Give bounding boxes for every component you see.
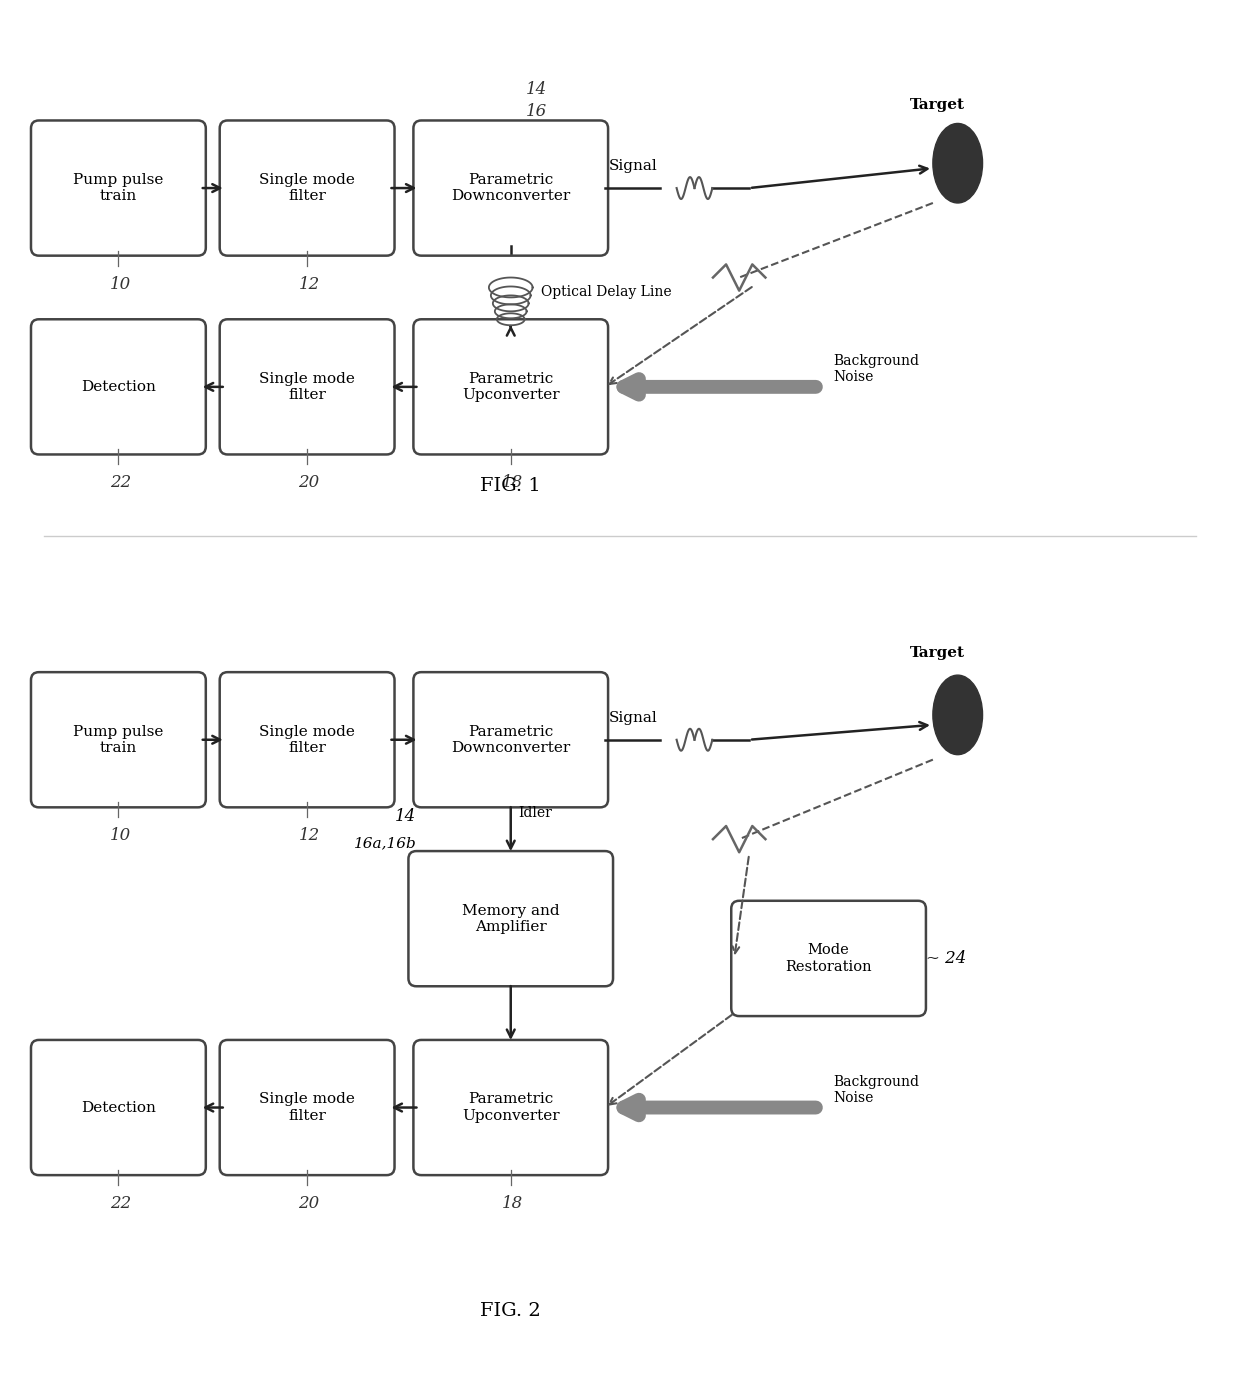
Text: 20: 20 — [299, 474, 320, 491]
Text: Parametric
Upconverter: Parametric Upconverter — [463, 1092, 559, 1123]
Ellipse shape — [932, 123, 982, 202]
Text: 12: 12 — [299, 276, 320, 293]
Text: FIG. 2: FIG. 2 — [480, 1303, 541, 1320]
Text: Idler: Idler — [518, 806, 553, 820]
Text: 18: 18 — [502, 474, 523, 491]
Text: Mode
Restoration: Mode Restoration — [785, 943, 872, 974]
Text: 12: 12 — [299, 827, 320, 844]
Text: 14: 14 — [526, 81, 547, 98]
FancyBboxPatch shape — [219, 120, 394, 255]
Text: ~ 24: ~ 24 — [926, 950, 966, 967]
FancyBboxPatch shape — [413, 319, 608, 455]
Text: Optical Delay Line: Optical Delay Line — [541, 286, 671, 300]
Text: 22: 22 — [110, 1196, 131, 1212]
Text: Background
Noise: Background Noise — [833, 1074, 920, 1105]
FancyBboxPatch shape — [413, 1039, 608, 1175]
Text: Single mode
filter: Single mode filter — [259, 173, 355, 204]
Text: Detection: Detection — [81, 379, 156, 393]
Text: Parametric
Downconverter: Parametric Downconverter — [451, 724, 570, 755]
Text: 14: 14 — [396, 808, 417, 826]
FancyBboxPatch shape — [31, 672, 206, 808]
Text: 10: 10 — [110, 827, 131, 844]
FancyBboxPatch shape — [31, 120, 206, 255]
FancyBboxPatch shape — [219, 319, 394, 455]
Text: Parametric
Downconverter: Parametric Downconverter — [451, 173, 570, 204]
Text: Pump pulse
train: Pump pulse train — [73, 173, 164, 204]
FancyBboxPatch shape — [31, 319, 206, 455]
Text: 20: 20 — [299, 1196, 320, 1212]
FancyBboxPatch shape — [31, 1039, 206, 1175]
Ellipse shape — [932, 675, 982, 755]
Text: Parametric
Upconverter: Parametric Upconverter — [463, 371, 559, 402]
Text: 18: 18 — [502, 1196, 523, 1212]
Text: Background
Noise: Background Noise — [833, 354, 920, 384]
Text: Single mode
filter: Single mode filter — [259, 1092, 355, 1123]
Text: Target: Target — [910, 646, 966, 660]
FancyBboxPatch shape — [219, 672, 394, 808]
Text: Pump pulse
train: Pump pulse train — [73, 724, 164, 755]
FancyBboxPatch shape — [413, 120, 608, 255]
Text: 16a,16b: 16a,16b — [353, 836, 417, 850]
Text: 22: 22 — [110, 474, 131, 491]
Text: Single mode
filter: Single mode filter — [259, 724, 355, 755]
Text: Target: Target — [910, 98, 966, 112]
Text: 16: 16 — [526, 103, 547, 120]
FancyBboxPatch shape — [413, 672, 608, 808]
Text: Signal: Signal — [609, 159, 657, 173]
Text: Memory and
Amplifier: Memory and Amplifier — [463, 904, 559, 933]
FancyBboxPatch shape — [219, 1039, 394, 1175]
Text: 10: 10 — [110, 276, 131, 293]
FancyBboxPatch shape — [408, 851, 613, 986]
Text: Detection: Detection — [81, 1101, 156, 1115]
Text: Single mode
filter: Single mode filter — [259, 371, 355, 402]
FancyBboxPatch shape — [732, 901, 926, 1016]
Text: Signal: Signal — [609, 711, 657, 725]
Text: FIG. 1: FIG. 1 — [480, 477, 541, 495]
